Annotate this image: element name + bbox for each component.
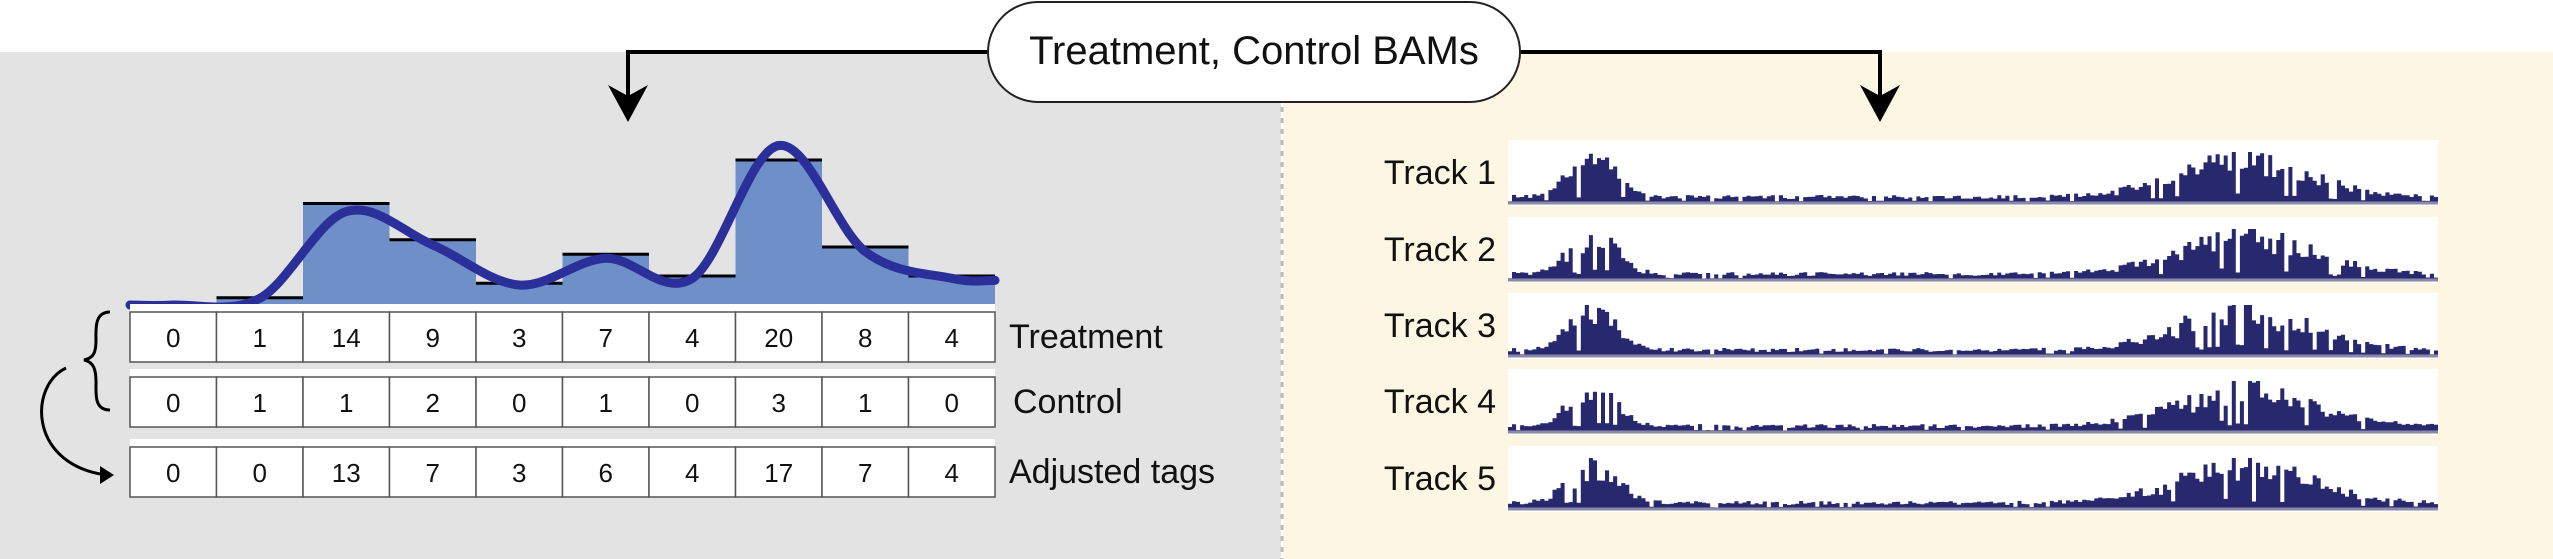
count-value: 1 [858, 388, 872, 418]
count-value: 13 [332, 458, 361, 488]
count-row: 0 1 14 9 3 7 4 20 8 4 Treatment [129, 304, 1163, 363]
peak-track: Track 5 [1384, 446, 2438, 512]
count-cell [561, 376, 650, 428]
count-value: 0 [685, 388, 699, 418]
count-cell [302, 446, 391, 498]
count-value: 4 [685, 458, 699, 488]
count-value: 1 [253, 388, 267, 418]
count-cell [475, 311, 564, 363]
count-cell [129, 376, 218, 428]
track-label: Track 4 [1384, 383, 1496, 421]
count-value: 0 [945, 388, 959, 418]
count-value: 2 [426, 388, 440, 418]
subtraction-brace [40, 310, 114, 484]
count-value: 3 [772, 388, 786, 418]
count-cell [388, 311, 477, 363]
arrow-head-left-panel [608, 85, 648, 122]
count-cell [129, 446, 218, 498]
count-row: 0 0 13 7 3 6 4 17 7 4 Adjusted tags [129, 439, 1215, 498]
histogram-bar [476, 283, 563, 305]
count-cell [907, 446, 996, 498]
count-cell [648, 446, 737, 498]
count-value: 4 [945, 323, 959, 353]
count-cell [561, 446, 650, 498]
count-value: 6 [599, 458, 613, 488]
count-cell [388, 376, 477, 428]
count-cell [475, 446, 564, 498]
arrow-to-left-panel [626, 50, 988, 110]
count-value: 0 [166, 323, 180, 353]
count-value: 1 [599, 388, 613, 418]
row-label: Adjusted tags [1009, 453, 1215, 491]
input-bams-node: Treatment, Control BAMs [987, 1, 1521, 103]
count-value: 3 [512, 458, 526, 488]
count-cell [215, 446, 304, 498]
count-value: 1 [253, 323, 267, 353]
count-value: 17 [764, 458, 793, 488]
track-coverage [1508, 152, 2438, 202]
row-shadow [130, 304, 995, 314]
count-row: 0 1 1 2 0 1 0 3 1 0 Control [129, 369, 1123, 428]
peak-track: Track 4 [1384, 369, 2438, 435]
subtract-arrow-head [100, 466, 114, 484]
track-background [1508, 446, 2438, 512]
track-label: Track 1 [1384, 154, 1496, 192]
count-value: 4 [945, 458, 959, 488]
count-value: 3 [512, 323, 526, 353]
count-value: 0 [166, 388, 180, 418]
count-cell [475, 376, 564, 428]
arrow-to-right-panel [1520, 50, 1882, 110]
subtract-arrow [40, 366, 101, 476]
count-value: 1 [339, 388, 353, 418]
track-coverage [1508, 381, 2438, 431]
count-value: 8 [858, 323, 872, 353]
density-curve [125, 141, 1000, 312]
count-cell [648, 311, 737, 363]
row-shadow [130, 439, 995, 449]
count-value: 0 [166, 458, 180, 488]
count-cell [821, 446, 910, 498]
histogram-bar [389, 239, 476, 305]
count-cell [907, 311, 996, 363]
track-label: Track 5 [1384, 460, 1496, 498]
count-value: 7 [858, 458, 872, 488]
count-value: 20 [764, 323, 793, 353]
input-bams-box [987, 1, 1521, 103]
count-value: 7 [599, 323, 613, 353]
track-coverage [1508, 458, 2438, 508]
peak-track: Track 2 [1384, 217, 2438, 283]
count-value: 14 [332, 323, 361, 353]
count-cell [648, 376, 737, 428]
track-label: Track 2 [1384, 231, 1496, 269]
arrow-head-right-panel [1860, 85, 1900, 122]
peak-track: Track 1 [1384, 140, 2438, 206]
count-value: 0 [253, 458, 267, 488]
row-label: Treatment [1009, 318, 1163, 356]
track-label: Track 3 [1384, 307, 1496, 345]
row-shadow [130, 369, 995, 379]
count-value: 4 [685, 323, 699, 353]
count-value: 7 [426, 458, 440, 488]
track-coverage [1508, 305, 2438, 355]
count-cell [388, 446, 477, 498]
input-bams-title: Treatment, Control BAMs [1029, 29, 1479, 73]
peak-track: Track 3 [1384, 293, 2438, 359]
track-coverage [1508, 229, 2438, 279]
count-cell [821, 376, 910, 428]
count-cell [907, 376, 996, 428]
count-value: 9 [426, 323, 440, 353]
count-value: 0 [512, 388, 526, 418]
peak-tracks: Track 1 Track 2 Track 3 Track 4 Track 5 [1384, 140, 2438, 512]
histogram-bar [303, 203, 390, 305]
brace-icon [83, 310, 111, 412]
row-label: Control [1013, 383, 1123, 421]
